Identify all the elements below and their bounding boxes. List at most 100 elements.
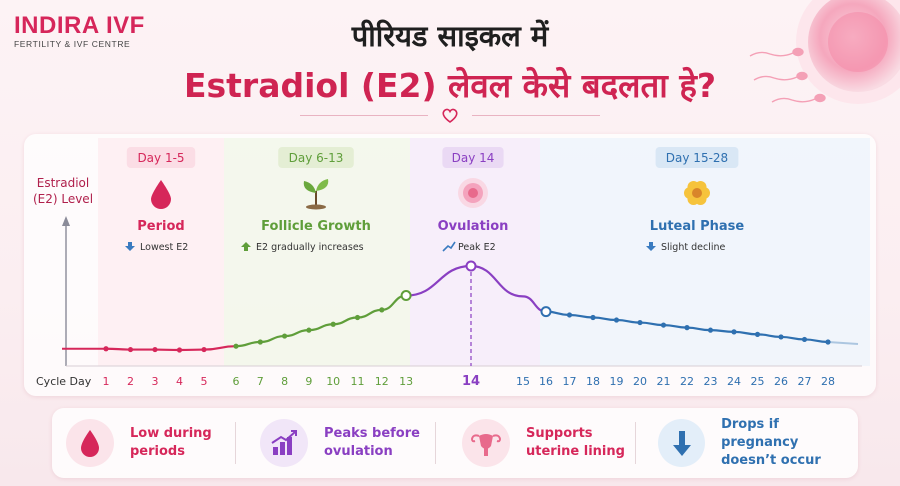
fact-item-drop: Drops if pregnancy doesn’t occur — [658, 408, 858, 478]
curve-segment-period — [105, 345, 237, 352]
x-tick-label: 4 — [176, 375, 183, 388]
phase-days-pill — [278, 147, 354, 168]
curve-segment-follicle — [235, 294, 407, 348]
x-tick-label: 6 — [233, 375, 240, 388]
phase-name-label: Follicle Growth — [261, 219, 371, 234]
x-tick-label: 23 — [704, 375, 718, 388]
sperm-decoration-icon — [749, 47, 826, 103]
data-point-day-14 — [465, 260, 477, 272]
curve-segment-luteal-tail — [827, 340, 859, 345]
x-tick-label: 27 — [798, 375, 812, 388]
data-point-day-27 — [801, 336, 808, 343]
brand-logo: INDIRA IVF FERTILITY & IVF CENTRE — [14, 12, 145, 49]
x-tick-label: 5 — [201, 375, 208, 388]
brand-tagline: FERTILITY & IVF CENTRE — [14, 39, 131, 49]
brand-name: INDIRA IVF — [14, 12, 145, 39]
title-divider-left — [300, 115, 428, 116]
fact-separator — [635, 422, 636, 464]
x-tick-label: 19 — [610, 375, 624, 388]
x-tick-label: 26 — [774, 375, 788, 388]
arrow-down-icon — [646, 242, 656, 251]
sprout-icon — [303, 179, 329, 210]
phase-days-pill — [655, 147, 739, 168]
data-point-day-2 — [127, 346, 134, 353]
x-tick-label: 2 — [127, 375, 134, 388]
flower-icon — [684, 180, 710, 206]
fact-text-drop: Drops if pregnancy doesn’t occur — [721, 417, 821, 468]
arrow-down-icon — [658, 419, 706, 467]
data-point-day-8 — [282, 333, 288, 339]
egg-cell-icon — [458, 178, 488, 208]
fact-separator — [235, 422, 236, 464]
x-tick-label: 22 — [680, 375, 694, 388]
phase-days-label: Day 6-13 — [289, 151, 344, 165]
fact-text-low: Low during periods — [130, 426, 212, 459]
x-tick-label: 8 — [281, 375, 288, 388]
curve-segment-ovulation — [406, 264, 547, 313]
egg-cell-decoration-icon — [796, 0, 900, 104]
x-tick-label: 20 — [633, 375, 647, 388]
page-title-line1: पीरियड साइकल में — [351, 19, 549, 53]
data-point-day-10 — [330, 321, 336, 327]
phase-trend-label: Lowest E2 — [140, 242, 188, 253]
data-point-day-13 — [400, 290, 412, 302]
data-point-day-26 — [778, 334, 784, 340]
phase-bg-period — [98, 138, 224, 366]
bar-growth-icon — [260, 419, 308, 467]
x-tick-label: 1 — [103, 375, 110, 388]
x-tick-label: 14 — [462, 374, 480, 389]
x-tick-label: 12 — [375, 375, 389, 388]
phase-days-label: Day 15-28 — [666, 151, 728, 165]
phase-trend-label: Slight decline — [661, 242, 726, 253]
uterus-icon — [462, 419, 510, 467]
phase-bg-ovulation — [410, 138, 540, 366]
y-axis-label-line2: (E2) Level — [33, 192, 93, 206]
phase-bg-luteal — [540, 138, 870, 366]
fact-text-peak: Peaks before ovulation — [324, 426, 420, 459]
phase-trend-label: E2 gradually increases — [256, 242, 364, 253]
phase-name-label: Period — [137, 219, 184, 234]
heart-icon — [442, 108, 458, 123]
data-point-day-24 — [731, 329, 737, 335]
fact-separator — [435, 422, 436, 464]
x-tick-label: 7 — [257, 375, 264, 388]
data-point-day-20 — [637, 319, 643, 326]
fact-item-low: Low during periods — [66, 408, 212, 478]
data-point-day-16 — [540, 306, 552, 318]
phase-trend-label: Peak E2 — [458, 242, 496, 253]
phase-days-label: Day 14 — [452, 151, 495, 165]
x-axis-label: Cycle Day — [36, 375, 92, 388]
estradiol-chart: Estradiol (E2) Level Cycle Day Day 1-5 Pe… — [33, 138, 870, 389]
data-point-day-17 — [566, 312, 573, 318]
x-tick-label: 17 — [563, 375, 577, 388]
blood-drop-icon — [151, 180, 171, 209]
data-point-day-19 — [613, 317, 620, 323]
blood-drop-icon — [66, 419, 114, 467]
data-point-day-1 — [103, 346, 109, 352]
fact-text-lining: Supports uterine lining — [526, 426, 625, 459]
page-title-line2: Estradiol (E2) लेवल केसे बदलता हे? — [183, 66, 717, 105]
data-point-day-5 — [201, 346, 207, 353]
x-tick-label: 13 — [399, 375, 413, 388]
x-tick-label: 28 — [821, 375, 835, 388]
data-point-day-22 — [684, 325, 690, 331]
x-tick-label: 18 — [586, 375, 600, 388]
x-tick-label: 21 — [657, 375, 671, 388]
arrow-down-icon — [125, 242, 135, 251]
phase-name-label: Ovulation — [438, 219, 509, 234]
x-tick-label: 24 — [727, 375, 741, 388]
phase-days-pill — [442, 147, 504, 168]
data-point-day-9 — [306, 327, 312, 333]
data-point-day-28 — [825, 339, 831, 345]
data-point-day-4 — [176, 347, 183, 353]
x-tick-label: 10 — [326, 375, 340, 388]
data-point-day-12 — [379, 307, 385, 313]
x-tick-label: 9 — [305, 375, 312, 388]
data-point-day-23 — [707, 327, 714, 333]
data-point-day-6 — [233, 343, 239, 349]
trend-up-icon — [442, 241, 456, 252]
phase-days-label: Day 1-5 — [137, 151, 184, 165]
phase-name-label: Luteal Phase — [650, 219, 745, 234]
y-axis-label-line1: Estradiol — [37, 176, 89, 190]
x-tick-label: 11 — [351, 375, 365, 388]
